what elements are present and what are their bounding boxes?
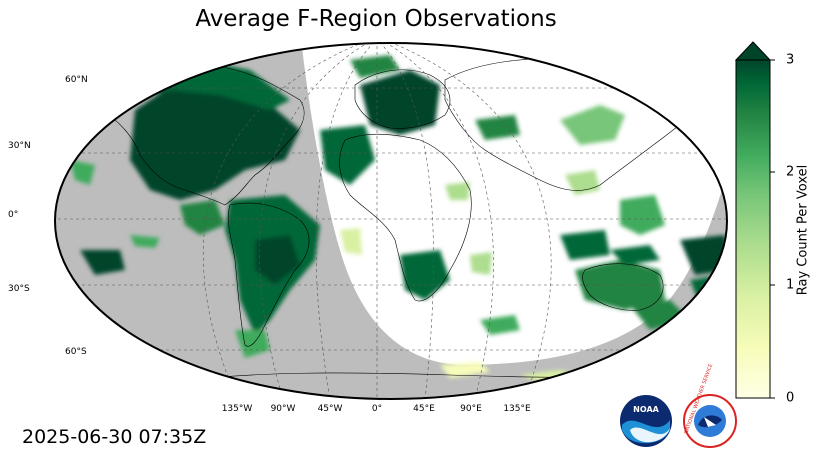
obs-patch — [180, 200, 225, 235]
meridian-45w — [315, 43, 375, 399]
noaa-logo-text: NOAA — [633, 405, 659, 414]
meridian-45e — [379, 43, 434, 399]
colorbar-tick-3: 3 — [786, 52, 795, 68]
lon-label-90e: 90°E — [460, 404, 482, 414]
obs-patch — [130, 80, 300, 200]
lat-label-60s: 60°S — [65, 347, 87, 357]
lon-label-45w: 45°W — [317, 404, 343, 414]
lat-label-30s: 30°S — [8, 284, 30, 294]
obs-patch — [80, 250, 125, 275]
lat-label-0: 0° — [8, 210, 19, 220]
map-border — [54, 42, 728, 400]
obs-patch — [350, 55, 400, 78]
coast-europe — [354, 69, 451, 129]
map-body — [55, 43, 727, 399]
meridian-135w — [202, 43, 365, 399]
obs-patch — [470, 252, 492, 275]
lon-label-90w: 90°W — [270, 404, 296, 414]
colorbar-tick-0: 0 — [786, 390, 795, 406]
obs-patch — [440, 362, 490, 378]
obs-patch — [620, 195, 665, 235]
obs-patch — [445, 182, 470, 200]
obs-patch — [55, 290, 80, 315]
obs-patch — [70, 160, 95, 185]
lon-label-0: 0° — [371, 404, 383, 414]
colorbar-label: Ray Count Per Voxel — [795, 164, 811, 296]
meridian-90w — [259, 43, 370, 399]
noaa-logo: NOAA — [620, 395, 672, 447]
obs-patch — [255, 235, 300, 285]
lat-label-30n: 30°N — [8, 141, 31, 151]
obs-patch — [320, 125, 375, 185]
coast-australia — [582, 263, 664, 311]
colorbar — [735, 59, 771, 399]
timestamp: 2025-06-30 07:35Z — [22, 426, 207, 448]
lon-label-45e: 45°E — [413, 404, 435, 414]
obs-patch — [560, 230, 610, 260]
lon-label-135w: 135°W — [221, 404, 253, 414]
obs-patch — [480, 315, 520, 335]
obs-patch — [400, 250, 450, 300]
obs-patch — [560, 105, 625, 145]
obs-patch — [575, 260, 665, 310]
map-title: Average F-Region Observations — [195, 6, 557, 32]
coast-south-america — [227, 202, 310, 347]
obs-patch — [360, 70, 440, 135]
obs-patch — [475, 115, 520, 140]
coast-africa — [339, 133, 472, 302]
obs-patch — [130, 235, 160, 248]
meridian-90e — [384, 43, 494, 399]
observation-density-layer — [55, 55, 727, 390]
obs-patch — [140, 58, 190, 75]
colorbar-tick-2: 2 — [786, 164, 795, 180]
obs-patch — [610, 245, 660, 265]
lat-label-60n: 60°N — [65, 75, 88, 85]
lon-label-135e: 135°E — [503, 404, 531, 414]
colorbar-tick-1: 1 — [786, 277, 795, 293]
obs-patch — [340, 228, 362, 255]
nws-logo: NATIONAL WEATHER SERVICE — [683, 363, 737, 448]
colorbar-extend-arrow — [734, 41, 772, 61]
